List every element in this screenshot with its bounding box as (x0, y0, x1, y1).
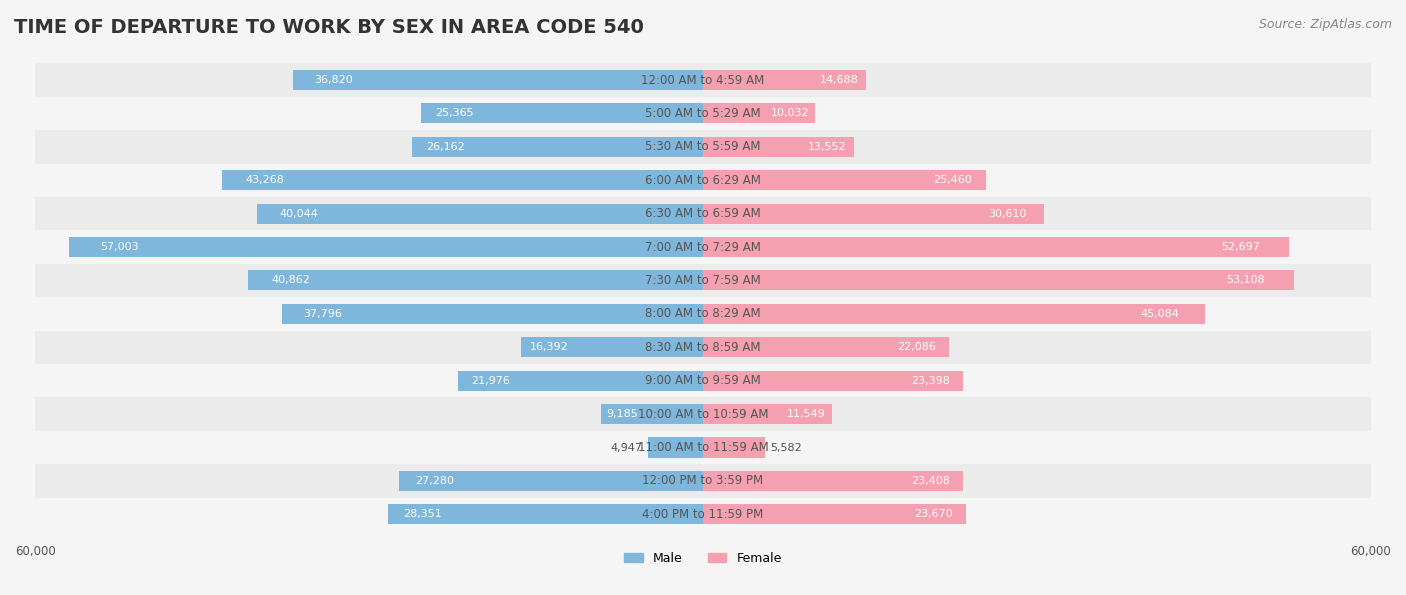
Bar (35, 164, 1371, 197)
Text: 23,670: 23,670 (914, 509, 953, 519)
Text: 45,084: 45,084 (1140, 309, 1180, 319)
Text: 9,185: 9,185 (606, 409, 638, 419)
Text: 5:00 AM to 5:29 AM: 5:00 AM to 5:29 AM (645, 107, 761, 120)
Bar (703, 437, 765, 458)
Text: 16,392: 16,392 (530, 342, 568, 352)
Bar (35, 331, 1371, 364)
Bar (703, 304, 1205, 324)
Text: 10,032: 10,032 (770, 108, 808, 118)
Bar (35, 464, 1371, 497)
Bar (35, 97, 1371, 130)
Text: 21,976: 21,976 (471, 375, 509, 386)
Bar (388, 505, 703, 524)
Text: 52,697: 52,697 (1222, 242, 1260, 252)
Text: 25,365: 25,365 (434, 108, 474, 118)
Bar (703, 404, 831, 424)
Text: 40,044: 40,044 (280, 209, 319, 218)
Bar (35, 197, 1371, 230)
Text: 57,003: 57,003 (100, 242, 139, 252)
Bar (35, 497, 1371, 531)
Text: 5:30 AM to 5:59 AM: 5:30 AM to 5:59 AM (645, 140, 761, 154)
Text: 27,280: 27,280 (415, 476, 454, 486)
Text: 23,398: 23,398 (911, 375, 950, 386)
Text: 23,408: 23,408 (911, 476, 950, 486)
Text: 25,460: 25,460 (934, 176, 972, 185)
Text: 7:30 AM to 7:59 AM: 7:30 AM to 7:59 AM (645, 274, 761, 287)
Text: 12:00 PM to 3:59 PM: 12:00 PM to 3:59 PM (643, 474, 763, 487)
Text: TIME OF DEPARTURE TO WORK BY SEX IN AREA CODE 540: TIME OF DEPARTURE TO WORK BY SEX IN AREA… (14, 18, 644, 37)
Text: 7:00 AM to 7:29 AM: 7:00 AM to 7:29 AM (645, 240, 761, 253)
Text: 8:30 AM to 8:59 AM: 8:30 AM to 8:59 AM (645, 341, 761, 354)
Bar (283, 304, 703, 324)
Bar (35, 297, 1371, 331)
Text: 9:00 AM to 9:59 AM: 9:00 AM to 9:59 AM (645, 374, 761, 387)
Text: 8:00 AM to 8:29 AM: 8:00 AM to 8:29 AM (645, 308, 761, 320)
Bar (222, 170, 703, 190)
Bar (35, 431, 1371, 464)
Bar (420, 104, 703, 123)
Text: 30,610: 30,610 (988, 209, 1026, 218)
Text: 53,108: 53,108 (1226, 275, 1264, 286)
Bar (35, 130, 1371, 164)
Bar (399, 471, 703, 491)
Bar (703, 104, 814, 123)
Bar (69, 237, 703, 257)
Text: 37,796: 37,796 (304, 309, 342, 319)
Bar (703, 471, 963, 491)
Bar (703, 237, 1289, 257)
Text: 4:00 PM to 11:59 PM: 4:00 PM to 11:59 PM (643, 508, 763, 521)
Bar (520, 337, 703, 358)
Text: 5,582: 5,582 (770, 443, 803, 453)
Text: 10:00 AM to 10:59 AM: 10:00 AM to 10:59 AM (638, 408, 768, 421)
Bar (703, 170, 986, 190)
Bar (35, 264, 1371, 297)
Bar (600, 404, 703, 424)
Text: 6:30 AM to 6:59 AM: 6:30 AM to 6:59 AM (645, 207, 761, 220)
Bar (703, 505, 966, 524)
Text: 36,820: 36,820 (314, 75, 353, 85)
Bar (35, 230, 1371, 264)
Text: 11,549: 11,549 (786, 409, 825, 419)
Bar (703, 271, 1294, 290)
Bar (703, 371, 963, 391)
Bar (294, 70, 703, 90)
Text: 4,947: 4,947 (610, 443, 643, 453)
Bar (458, 371, 703, 391)
Bar (249, 271, 703, 290)
Legend: Male, Female: Male, Female (619, 547, 787, 570)
Bar (257, 203, 703, 224)
Bar (703, 137, 853, 157)
Bar (35, 63, 1371, 97)
Bar (703, 70, 866, 90)
Text: 40,862: 40,862 (271, 275, 309, 286)
Text: 12:00 AM to 4:59 AM: 12:00 AM to 4:59 AM (641, 74, 765, 86)
Text: 28,351: 28,351 (404, 509, 441, 519)
Text: 43,268: 43,268 (246, 176, 284, 185)
Text: 11:00 AM to 11:59 AM: 11:00 AM to 11:59 AM (638, 441, 768, 454)
Text: 26,162: 26,162 (426, 142, 465, 152)
Bar (35, 397, 1371, 431)
Bar (703, 337, 949, 358)
Text: 13,552: 13,552 (807, 142, 846, 152)
Text: 14,688: 14,688 (820, 75, 858, 85)
Text: 6:00 AM to 6:29 AM: 6:00 AM to 6:29 AM (645, 174, 761, 187)
Bar (412, 137, 703, 157)
Text: 22,086: 22,086 (897, 342, 936, 352)
Bar (35, 364, 1371, 397)
Bar (648, 437, 703, 458)
Text: Source: ZipAtlas.com: Source: ZipAtlas.com (1258, 18, 1392, 31)
Bar (703, 203, 1043, 224)
